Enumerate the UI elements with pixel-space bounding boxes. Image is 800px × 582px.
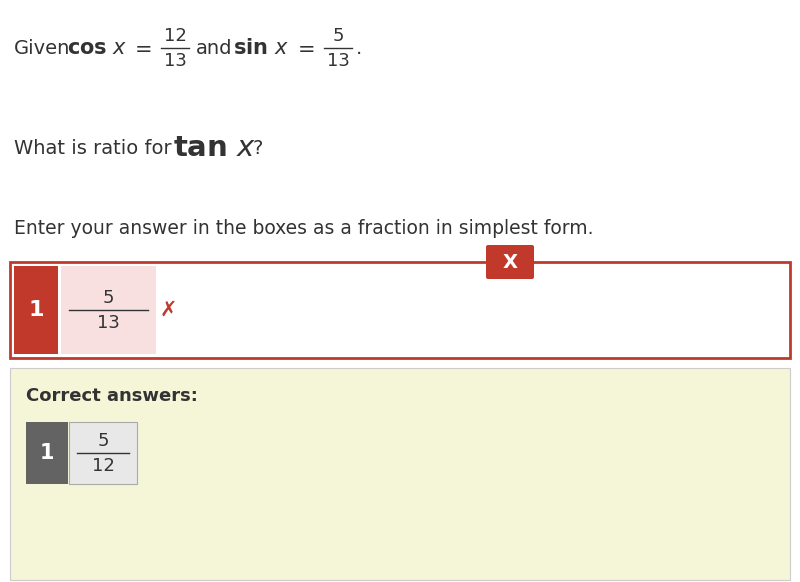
Text: and: and xyxy=(196,38,233,58)
Text: ✗: ✗ xyxy=(159,300,177,320)
Text: 5: 5 xyxy=(98,432,109,450)
Bar xyxy=(26,422,68,484)
Text: $=$: $=$ xyxy=(130,38,151,58)
Text: Correct answers:: Correct answers: xyxy=(26,387,198,405)
Bar xyxy=(14,266,58,354)
Bar xyxy=(10,368,790,580)
Bar xyxy=(69,422,137,484)
Bar xyxy=(10,262,790,358)
Text: 12: 12 xyxy=(163,27,186,45)
Bar xyxy=(61,266,156,354)
Text: 13: 13 xyxy=(326,52,350,70)
Text: 1: 1 xyxy=(28,300,44,320)
Text: Enter your answer in the boxes as a fraction in simplest form.: Enter your answer in the boxes as a frac… xyxy=(14,218,594,237)
Text: $=$: $=$ xyxy=(293,38,314,58)
Text: $\mathbf{cos}\ \mathit{x}$: $\mathbf{cos}\ \mathit{x}$ xyxy=(67,38,127,58)
Text: Given: Given xyxy=(14,38,70,58)
Text: 5: 5 xyxy=(332,27,344,45)
Text: 1: 1 xyxy=(40,443,54,463)
Text: 13: 13 xyxy=(163,52,186,70)
Text: ?: ? xyxy=(253,139,263,158)
Text: 13: 13 xyxy=(97,314,120,332)
FancyBboxPatch shape xyxy=(486,245,534,279)
Text: 5: 5 xyxy=(102,289,114,307)
Text: What is ratio for: What is ratio for xyxy=(14,139,172,158)
Text: .: . xyxy=(356,38,362,58)
Text: X: X xyxy=(502,253,518,271)
Text: 12: 12 xyxy=(91,457,114,475)
Text: $\mathbf{tan}\ \mathit{x}$: $\mathbf{tan}\ \mathit{x}$ xyxy=(173,134,256,162)
Text: $\mathbf{sin}\ \mathit{x}$: $\mathbf{sin}\ \mathit{x}$ xyxy=(233,38,289,58)
